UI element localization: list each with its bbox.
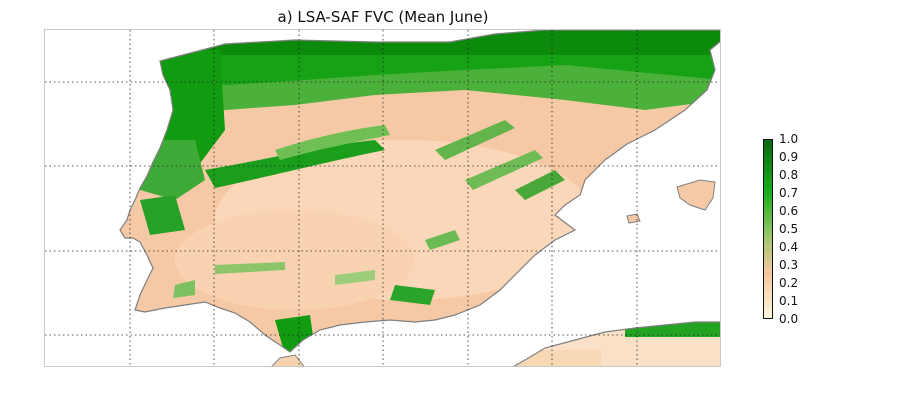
colorbar-tick-label: 1.0 — [779, 132, 799, 146]
colorbar-tick-label: 0.9 — [779, 150, 799, 164]
map-panel — [44, 29, 721, 367]
map-title: a) LSA-SAF FVC (Mean June) — [277, 8, 489, 26]
colorbar-labels: 0.0 0.1 0.2 0.3 0.4 0.5 0.6 0.7 0.8 0.9 1.0 — [779, 133, 839, 325]
mallorca-island — [676, 179, 716, 211]
colorbar-tick-label: 0.6 — [779, 204, 799, 218]
colorbar-tick-label: 0.5 — [779, 222, 799, 236]
map-canvas — [45, 30, 720, 366]
colorbar-tick-label: 0.3 — [779, 258, 799, 272]
africa-coastline — [513, 321, 720, 366]
colorbar-tick-label: 0.0 — [779, 312, 799, 326]
colorbar-tick-label: 0.2 — [779, 276, 799, 290]
colorbar-tick-label: 0.7 — [779, 186, 799, 200]
ibiza-island — [626, 213, 641, 224]
colorbar-tick-label: 0.4 — [779, 240, 799, 254]
colorbar-tick-label: 0.1 — [779, 294, 799, 308]
colorbar — [763, 139, 773, 319]
colorbar-tick-label: 0.8 — [779, 168, 799, 182]
morocco-tip — [271, 354, 305, 366]
map-grid — [45, 30, 720, 366]
iberia-coastline — [119, 30, 720, 353]
